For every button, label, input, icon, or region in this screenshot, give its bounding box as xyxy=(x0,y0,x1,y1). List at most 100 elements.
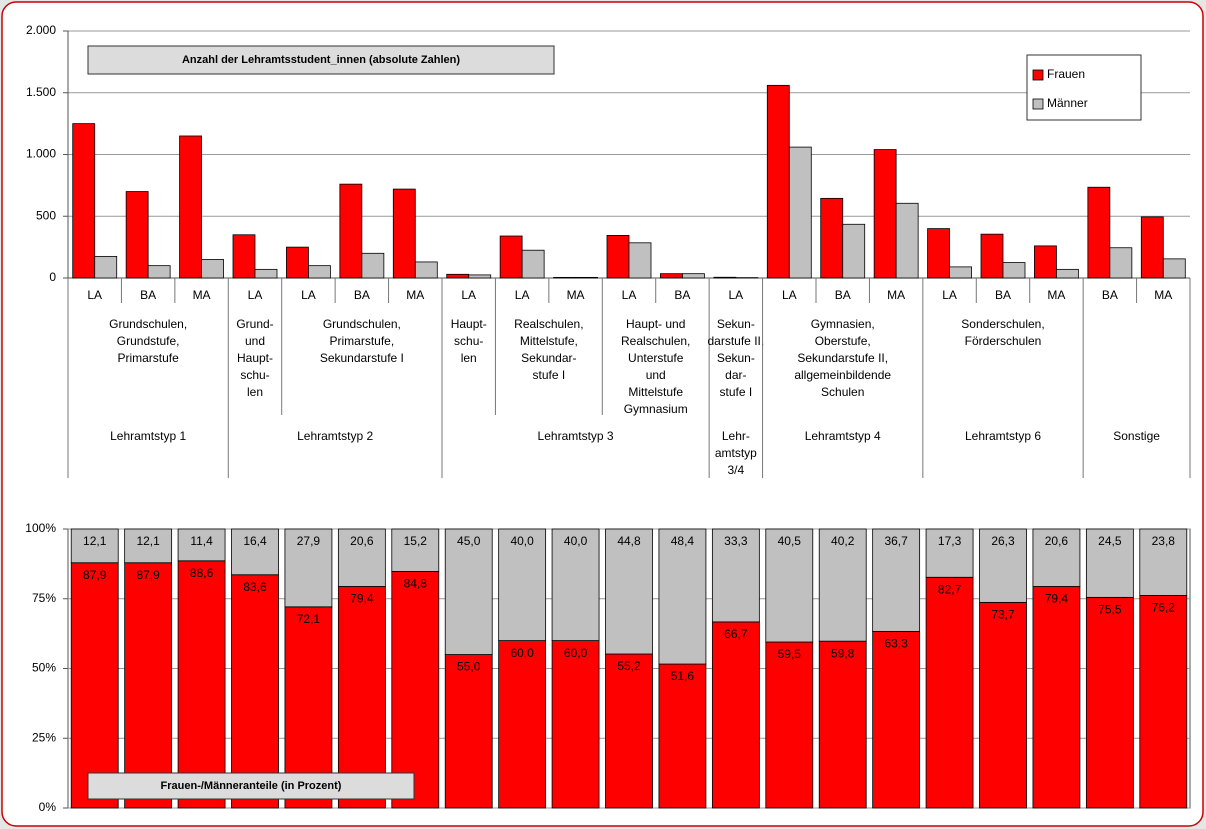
bar xyxy=(927,228,950,279)
bar xyxy=(286,246,309,279)
x-tick-label: LA xyxy=(782,288,797,302)
bar-segment xyxy=(605,528,653,655)
bar xyxy=(392,188,416,279)
bar-segment xyxy=(1139,528,1188,596)
data-label: 12,1 xyxy=(83,534,107,548)
group-label: len xyxy=(247,385,263,399)
data-label: 59,5 xyxy=(778,647,802,661)
y-tick-label: 0 xyxy=(49,270,56,284)
group-label: Sekundar- xyxy=(521,351,576,365)
bar-segment xyxy=(818,640,867,809)
group-label: Oberstufe, xyxy=(815,334,871,348)
type-label: Lehramtstyp 2 xyxy=(297,429,373,443)
x-tick-label: LA xyxy=(461,288,476,302)
bar xyxy=(949,266,972,279)
bar xyxy=(895,202,919,279)
group-label: Grund- xyxy=(236,317,273,331)
data-label: 73,7 xyxy=(991,608,1015,622)
x-tick-label: BA xyxy=(1102,288,1118,302)
data-label: 87,9 xyxy=(83,568,107,582)
bar xyxy=(361,252,385,279)
group-label: allgemeinbildende xyxy=(794,368,891,382)
group-label: Realschulen, xyxy=(514,317,583,331)
data-label: 26,3 xyxy=(991,534,1015,548)
bar xyxy=(468,274,492,279)
bar xyxy=(842,223,866,279)
bar-segment xyxy=(284,528,333,608)
group-label: Sekundarstufe I xyxy=(320,351,404,365)
bar-segment xyxy=(872,630,921,809)
group-label: Mittelstufe xyxy=(628,385,683,399)
group-label: Haupt- xyxy=(451,317,487,331)
bar-segment xyxy=(658,528,707,665)
data-label: 27,9 xyxy=(297,534,321,548)
bar-segment xyxy=(124,528,173,564)
title-box xyxy=(87,772,415,800)
bar xyxy=(446,273,470,279)
group-label: darstufe II, xyxy=(708,334,765,348)
bar xyxy=(1056,268,1079,279)
bar xyxy=(499,235,523,279)
x-tick-label: LA xyxy=(515,288,530,302)
y-tick-label: 2.000 xyxy=(26,23,56,37)
bar xyxy=(147,265,171,279)
data-label: 40,2 xyxy=(831,534,855,548)
data-label: 20,6 xyxy=(350,534,374,548)
y-tick-label: 1.000 xyxy=(26,147,56,161)
x-tick-label: BA xyxy=(674,288,690,302)
bar xyxy=(1140,216,1164,279)
group-label: Primarstufe xyxy=(117,351,179,365)
x-tick-label: MA xyxy=(1154,288,1172,302)
group-label: Grundstufe, xyxy=(117,334,180,348)
data-label: 75,5 xyxy=(1098,603,1122,617)
legend-swatch xyxy=(1032,69,1044,81)
group-label: Sekun- xyxy=(717,317,755,331)
x-tick-label: MA xyxy=(1047,288,1065,302)
bar xyxy=(682,273,705,279)
bar xyxy=(414,261,438,279)
bar xyxy=(1087,186,1111,279)
data-label: 72,1 xyxy=(297,612,321,626)
legend-label: Frauen xyxy=(1047,67,1085,81)
bar xyxy=(766,84,790,279)
x-tick-label: LA xyxy=(87,288,102,302)
bar xyxy=(201,259,224,279)
type-label: Lehramtstyp 3 xyxy=(538,429,614,443)
bar-segment xyxy=(337,586,386,809)
bar-segment xyxy=(925,576,974,809)
type-label: Lehr- xyxy=(722,429,750,443)
bar xyxy=(1162,258,1186,279)
type-label: 3/4 xyxy=(728,463,745,477)
type-label: Lehramtstyp 4 xyxy=(805,429,881,443)
bar-segment xyxy=(231,528,279,576)
bar xyxy=(1002,262,1026,279)
type-label: Sonstige xyxy=(1113,429,1160,443)
legend-swatch xyxy=(1032,98,1044,110)
bar xyxy=(72,123,96,279)
data-label: 40,5 xyxy=(778,534,802,548)
x-tick-label: BA xyxy=(995,288,1011,302)
group-label: Primarstufe, xyxy=(330,334,395,348)
y-tick-label: 500 xyxy=(36,208,56,222)
type-label: Lehramtstyp 6 xyxy=(965,429,1041,443)
bar-segment xyxy=(1139,595,1188,809)
bar-segment xyxy=(391,528,440,572)
chart-title: Anzahl der Lehramtsstudent_innen (absolu… xyxy=(182,54,460,66)
data-label: 51,6 xyxy=(671,669,695,683)
group-label: Haupt- xyxy=(237,351,273,365)
y-tick-label: 100% xyxy=(25,521,56,535)
bar-segment xyxy=(231,574,279,809)
data-label: 40,0 xyxy=(564,534,588,548)
x-tick-label: MA xyxy=(193,288,211,302)
bar-segment xyxy=(818,528,867,642)
bar xyxy=(980,233,1004,279)
x-tick-label: LA xyxy=(301,288,316,302)
y-tick-label: 75% xyxy=(32,591,56,605)
bar xyxy=(254,268,278,279)
data-label: 44,8 xyxy=(617,534,641,548)
y-tick-label: 1.500 xyxy=(26,85,56,99)
x-tick-label: BA xyxy=(354,288,370,302)
bar xyxy=(606,234,630,279)
